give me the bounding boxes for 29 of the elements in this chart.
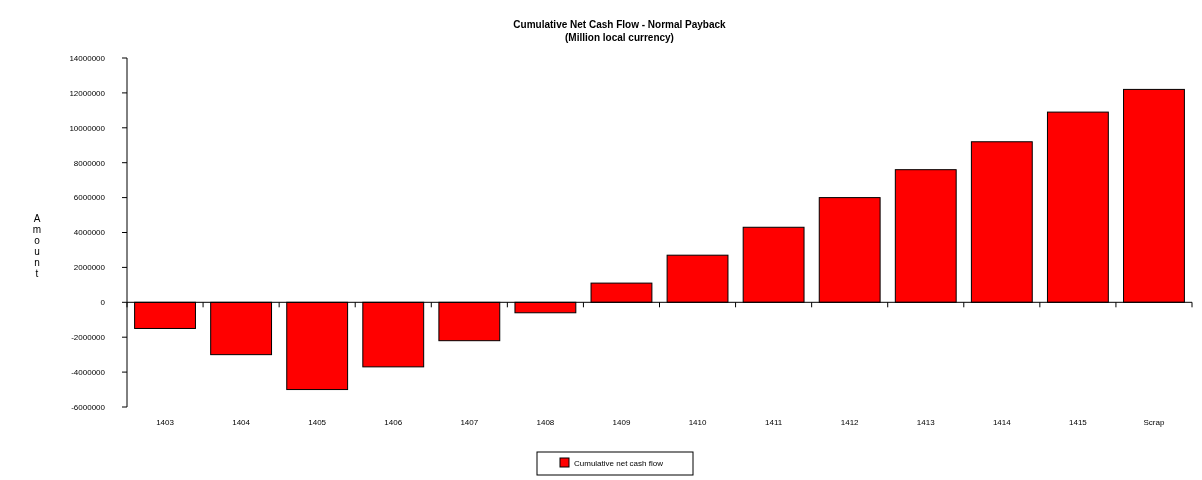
- y-axis-title: Amount: [32, 213, 42, 279]
- y-tick-label: 4000000: [73, 228, 106, 238]
- y-tick-label: 0: [100, 298, 106, 308]
- x-tick-label: 1411: [765, 418, 783, 427]
- y-tick-label: 10000000: [69, 123, 106, 133]
- x-tick-label: 1409: [612, 418, 631, 427]
- x-tick-label: Scrap: [1143, 418, 1165, 427]
- y-tick-label: -2000000: [71, 333, 106, 342]
- y-tick-label: 8000000: [73, 158, 106, 168]
- x-tick-label: 1413: [916, 418, 936, 427]
- x-tick-label: 1404: [232, 418, 251, 427]
- y-tick-label: 6000000: [73, 193, 106, 203]
- chart-title: Cumulative Net Cash Flow - Normal Payback: [513, 19, 727, 30]
- x-tick-label: 1415: [1068, 418, 1088, 427]
- y-tick-label: 12000000: [69, 88, 106, 98]
- x-tick-label: 1406: [384, 418, 403, 427]
- x-tick-label: 1414: [992, 418, 1012, 427]
- x-tick-label: 1410: [688, 418, 707, 427]
- y-tick-label: -6000000: [71, 402, 106, 412]
- x-tick-label: 1408: [536, 418, 555, 427]
- y-tick-label: -4000000: [71, 367, 106, 377]
- x-tick-label: 1407: [460, 418, 479, 427]
- chart-subtitle: (Million local currency): [565, 32, 674, 43]
- y-tick-label: 2000000: [73, 263, 106, 273]
- y-tick-label: 14000000: [69, 53, 106, 63]
- x-tick-label: 1412: [840, 418, 860, 427]
- x-tick-label: 1405: [308, 418, 327, 427]
- legend-label: Cumulative net cash flow: [574, 459, 664, 468]
- x-tick-label: 1403: [156, 418, 175, 427]
